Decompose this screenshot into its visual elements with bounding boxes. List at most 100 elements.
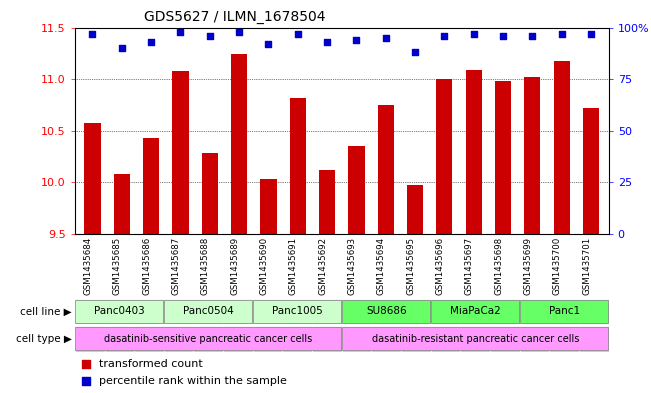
Bar bbox=[583, 108, 599, 234]
Text: GSM1435695: GSM1435695 bbox=[406, 237, 415, 295]
Bar bbox=[164, 326, 193, 352]
Point bbox=[434, 137, 444, 143]
Bar bbox=[283, 326, 312, 352]
Point bbox=[557, 31, 567, 37]
Bar bbox=[407, 185, 423, 234]
Bar bbox=[401, 326, 431, 352]
Bar bbox=[460, 326, 490, 352]
Bar bbox=[105, 326, 134, 352]
Text: GSM1435694: GSM1435694 bbox=[377, 237, 386, 295]
Text: SU8686: SU8686 bbox=[366, 307, 407, 316]
Bar bbox=[253, 300, 341, 323]
Point bbox=[204, 33, 215, 39]
Bar bbox=[460, 299, 490, 324]
Point bbox=[117, 45, 127, 51]
Bar bbox=[231, 54, 247, 234]
Bar bbox=[520, 300, 608, 323]
Bar bbox=[105, 299, 134, 324]
Text: Panc1005: Panc1005 bbox=[272, 307, 323, 316]
Text: GSM1435697: GSM1435697 bbox=[465, 237, 474, 295]
Bar bbox=[223, 299, 253, 324]
Bar bbox=[549, 326, 579, 352]
Bar bbox=[319, 170, 335, 234]
Text: dasatinib-resistant pancreatic cancer cells: dasatinib-resistant pancreatic cancer ce… bbox=[372, 334, 579, 344]
Point bbox=[322, 39, 332, 45]
Text: Panc0403: Panc0403 bbox=[94, 307, 145, 316]
Bar bbox=[579, 326, 609, 352]
Point bbox=[527, 33, 538, 39]
Bar bbox=[490, 299, 519, 324]
Text: dasatinib-sensitive pancreatic cancer cells: dasatinib-sensitive pancreatic cancer ce… bbox=[104, 334, 312, 344]
Bar bbox=[134, 326, 164, 352]
Text: GSM1435685: GSM1435685 bbox=[113, 237, 122, 295]
Point bbox=[234, 29, 244, 35]
Bar bbox=[465, 70, 482, 234]
Point bbox=[586, 31, 596, 37]
Bar bbox=[75, 299, 105, 324]
Bar bbox=[76, 327, 341, 351]
Text: GSM1435699: GSM1435699 bbox=[523, 237, 533, 295]
Text: Panc0504: Panc0504 bbox=[183, 307, 234, 316]
Point bbox=[263, 41, 273, 47]
Bar bbox=[372, 326, 401, 352]
Bar bbox=[432, 300, 519, 323]
Point bbox=[292, 31, 303, 37]
Text: GSM1435698: GSM1435698 bbox=[494, 237, 503, 295]
Bar bbox=[519, 326, 549, 352]
Point bbox=[498, 33, 508, 39]
Bar bbox=[283, 299, 312, 324]
Bar bbox=[193, 299, 223, 324]
Bar bbox=[524, 77, 540, 234]
Bar bbox=[554, 61, 570, 234]
Text: cell type ▶: cell type ▶ bbox=[16, 334, 72, 344]
Text: GDS5627 / ILMN_1678504: GDS5627 / ILMN_1678504 bbox=[145, 10, 326, 24]
Bar bbox=[342, 300, 430, 323]
Bar bbox=[372, 299, 401, 324]
Bar bbox=[312, 299, 342, 324]
Text: Panc1: Panc1 bbox=[549, 307, 580, 316]
Bar bbox=[260, 179, 277, 234]
Bar bbox=[114, 174, 130, 234]
Point bbox=[410, 49, 421, 55]
Bar bbox=[76, 300, 163, 323]
Bar bbox=[253, 299, 283, 324]
Bar bbox=[173, 71, 189, 234]
Text: GSM1435693: GSM1435693 bbox=[348, 237, 357, 295]
Text: GSM1435688: GSM1435688 bbox=[201, 237, 210, 295]
Bar bbox=[431, 326, 460, 352]
Text: transformed count: transformed count bbox=[99, 358, 202, 369]
Point bbox=[175, 29, 186, 35]
Text: GSM1435690: GSM1435690 bbox=[260, 237, 268, 295]
Bar bbox=[134, 299, 164, 324]
Point bbox=[381, 35, 391, 41]
Bar bbox=[401, 299, 431, 324]
Text: percentile rank within the sample: percentile rank within the sample bbox=[99, 376, 286, 386]
Bar bbox=[579, 299, 609, 324]
Bar bbox=[85, 123, 100, 234]
Bar bbox=[253, 326, 283, 352]
Bar bbox=[495, 81, 511, 234]
Bar bbox=[342, 299, 372, 324]
Bar bbox=[378, 105, 394, 234]
Bar bbox=[75, 326, 105, 352]
Text: GSM1435687: GSM1435687 bbox=[171, 237, 180, 295]
Bar bbox=[436, 79, 452, 234]
Point bbox=[87, 31, 98, 37]
Bar bbox=[490, 326, 519, 352]
Text: GSM1435696: GSM1435696 bbox=[436, 237, 445, 295]
Bar bbox=[193, 326, 223, 352]
Point bbox=[352, 37, 362, 43]
Bar bbox=[431, 299, 460, 324]
Point bbox=[434, 298, 444, 304]
Bar bbox=[312, 326, 342, 352]
Text: GSM1435691: GSM1435691 bbox=[289, 237, 298, 295]
Bar bbox=[164, 299, 193, 324]
Text: GSM1435684: GSM1435684 bbox=[83, 237, 92, 295]
Text: MiaPaCa2: MiaPaCa2 bbox=[450, 307, 501, 316]
Bar bbox=[223, 326, 253, 352]
Bar bbox=[549, 299, 579, 324]
Bar bbox=[143, 138, 159, 234]
Point bbox=[146, 39, 156, 45]
Bar bbox=[290, 97, 306, 234]
Point bbox=[439, 33, 450, 39]
